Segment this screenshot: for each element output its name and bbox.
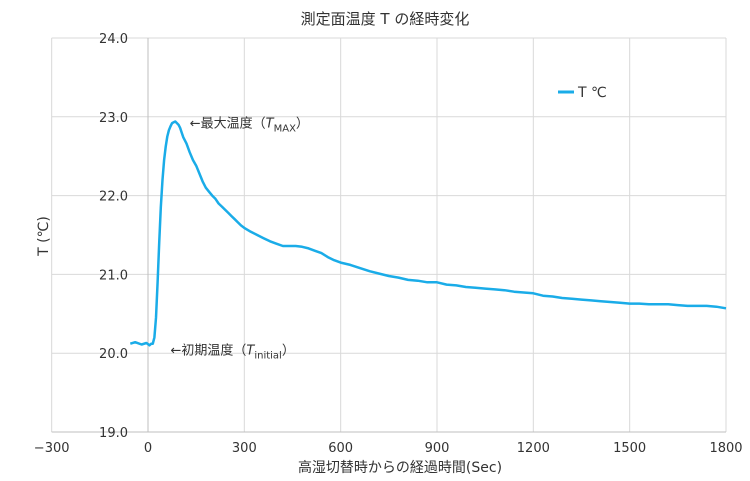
legend-label: T ℃ [577,85,607,101]
labels: −300 0 300 600 900 1200 1500 1800 19.0 20.0 21.0 22… [34,32,743,456]
y-tick-label: 21.0 [99,268,128,283]
axes [51,38,726,433]
x-tick-label: 1500 [613,441,646,456]
annotation-label: ←最大温度（TMAX） [190,115,309,134]
y-axis-label: T (℃) [36,216,52,257]
x-tick-label: 300 [232,441,257,456]
legend: T ℃ [558,85,607,101]
x-tick-label: 900 [425,441,450,456]
x-axis-label: 高湿切替時からの経過時間(Sec) [298,459,502,476]
x-tick-label: 1200 [517,441,550,456]
y-tick-label: 19.0 [99,426,128,441]
y-tick-label: 24.0 [99,32,128,47]
y-tick-label: 23.0 [99,111,128,126]
x-tick-label: 1800 [709,441,742,456]
y-tick-label: 20.0 [99,347,128,362]
series-line-t [129,120,727,347]
x-tick-label: 600 [328,441,353,456]
x-tick-label: 0 [144,441,152,456]
series-layer [129,120,727,347]
x-tick-label: −300 [34,441,70,456]
chart-title: 測定面温度 T の経時変化 [301,10,470,28]
annotation-label: ←初期温度（Tinitial） [170,342,294,361]
y-tick-label: 22.0 [99,190,128,205]
gridlines [51,37,727,432]
